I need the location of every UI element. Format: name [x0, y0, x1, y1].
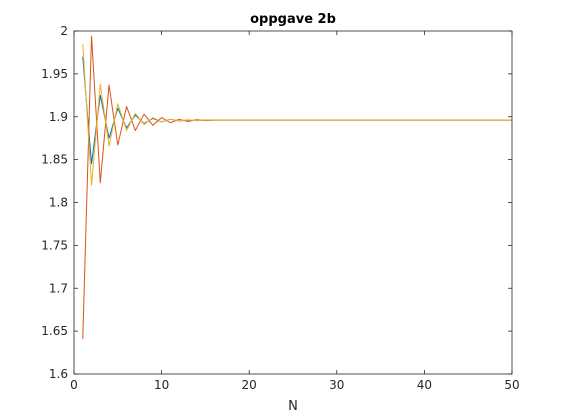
- y-tick-label: 1.7: [49, 281, 68, 295]
- plot-area: [74, 31, 512, 374]
- x-tick-label: 20: [242, 378, 257, 392]
- y-tick-label: 1.8: [49, 196, 68, 210]
- chart-title: oppgave 2b: [250, 12, 336, 27]
- x-tick-label: 30: [329, 378, 344, 392]
- y-tick-label: 1.75: [41, 238, 68, 252]
- y-tick-label: 1.6: [49, 367, 68, 381]
- x-axis-label: N: [288, 399, 298, 414]
- y-tick-label: 1.9: [49, 110, 68, 124]
- x-tick-label: 10: [154, 378, 169, 392]
- y-tick-label: 1.95: [41, 67, 68, 81]
- x-tick-label: 50: [504, 378, 519, 392]
- x-tick-label: 0: [70, 378, 78, 392]
- x-tick-label: 40: [417, 378, 432, 392]
- y-tick-label: 1.65: [41, 324, 68, 338]
- y-tick-label: 1.85: [41, 153, 68, 167]
- y-tick-label: 2: [60, 24, 68, 38]
